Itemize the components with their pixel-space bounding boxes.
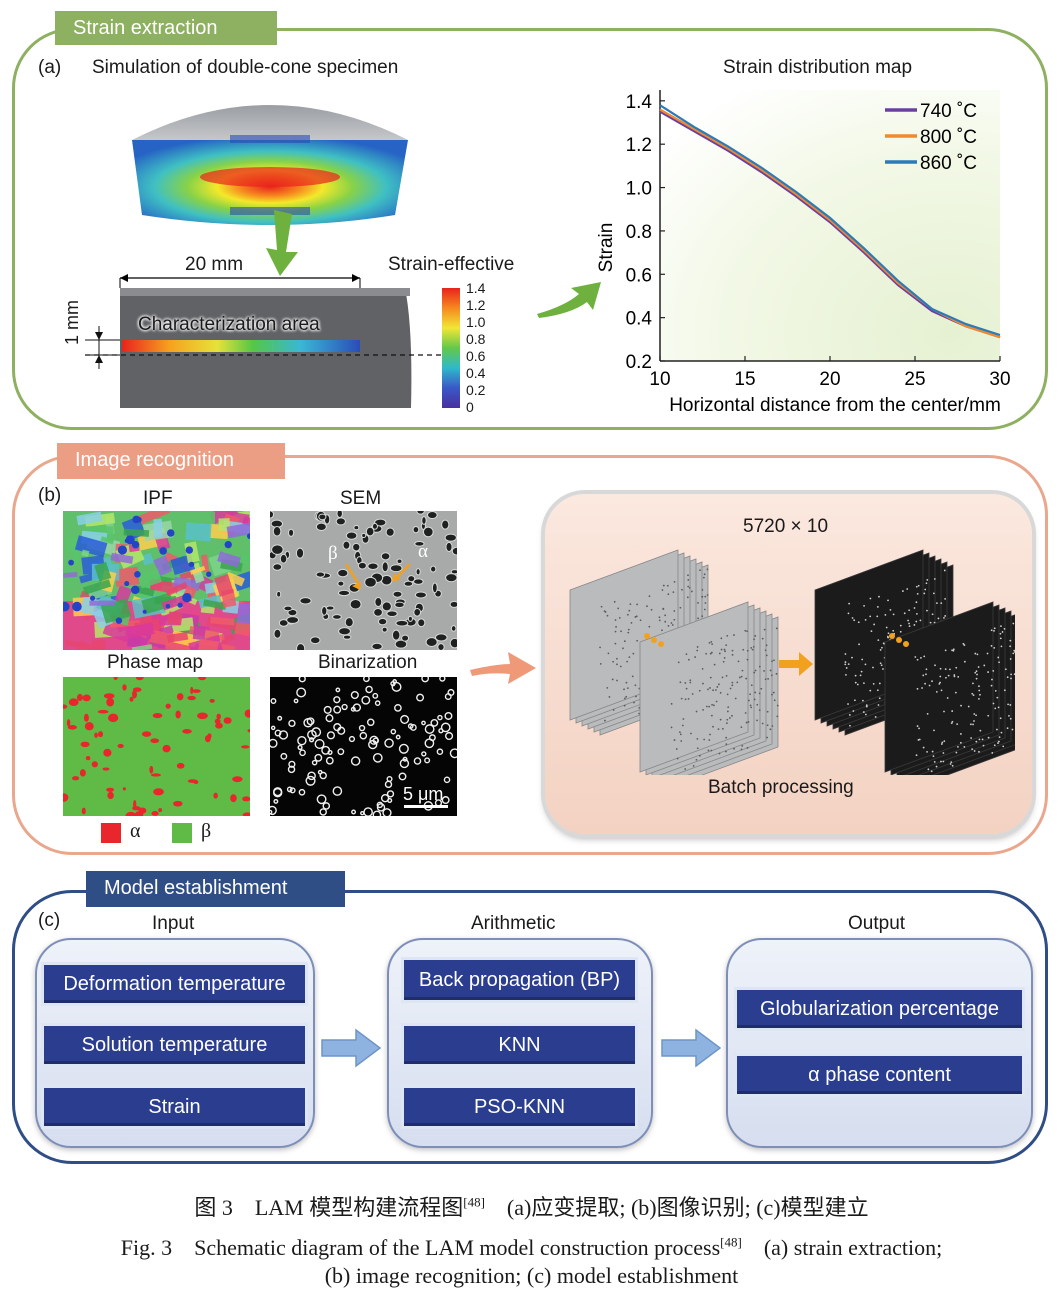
input-title: Input [152, 913, 195, 934]
panel-b-tag: Image recognition [57, 443, 285, 479]
panel-model-establishment [12, 890, 1048, 1164]
batch-arrow-icon [779, 652, 813, 676]
method-knn: KNN [404, 1026, 635, 1064]
panel-a-tag: Strain extraction [55, 11, 277, 45]
characterization-area-label: Characterization area [138, 314, 320, 335]
simulation-title: Simulation of double-cone specimen [92, 57, 399, 78]
y-tick-label: 1.4 [626, 92, 653, 113]
x-tick-label: 10 [649, 369, 670, 390]
binarization-title: Binarization [318, 652, 418, 673]
beta-legend-label: β [201, 820, 212, 842]
y-tick-label: 0.4 [626, 309, 653, 330]
caption-english-parts: (a) strain extraction; [741, 1235, 943, 1260]
y-tick-label: 0.2 [626, 352, 652, 373]
right-arrow-icon [537, 282, 601, 318]
panel-c-letter: (c) [38, 910, 61, 931]
method-pso-knn: PSO-KNN [404, 1088, 635, 1126]
input-strain: Strain [44, 1088, 305, 1126]
caption-english-ref: [48] [720, 1234, 742, 1250]
caption-english: Fig. 3 Schematic diagram of the LAM mode… [0, 1230, 1063, 1262]
phase-map-image [63, 677, 250, 816]
x-axis-label: Horizontal distance from the center/mm [669, 395, 1001, 416]
colorbar-tick-label: 1.2 [466, 297, 486, 313]
batch-stack-illustration [569, 549, 1015, 775]
sem-beta-marker: β [328, 543, 338, 564]
output-globularization-percentage: Globularization percentage [737, 990, 1022, 1028]
caption-chinese: 图 3 LAM 模型构建流程图[48] (a)应变提取; (b)图像识别; (c… [0, 1190, 1063, 1222]
y-axis-label: Strain [596, 223, 617, 273]
ipf-title: IPF [143, 488, 173, 509]
colorbar-ticks: 1.4 1.2 1.0 0.8 0.6 0.4 0.2 0 [466, 280, 506, 416]
y-tick-label: 1.0 [626, 179, 652, 200]
series-line [659, 110, 1001, 339]
alpha-legend-label: α [130, 820, 141, 842]
panel-c-tag: Model establishment [86, 871, 345, 907]
caption-chinese-parts: (a)应变提取; (b)图像识别; (c)模型建立 [484, 1195, 869, 1220]
specimen-cross-section [85, 274, 445, 408]
x-tick-label: 30 [989, 369, 1010, 390]
batch-label: Batch processing [708, 777, 854, 798]
dimension-1mm: 1 mm [62, 300, 82, 345]
colorbar-tick-label: 0.8 [466, 331, 486, 347]
legend-label: 800 ˚C [920, 127, 977, 148]
strain-distribution-chart: 10 15 20 25 30 0.2 0.4 0.6 0.8 1.0 1.2 1.4 Strain Hor… [596, 90, 1011, 416]
method-back-propagation: Back propagation (BP) [404, 960, 635, 1000]
input-deformation-temperature: Deformation temperature [44, 965, 305, 1003]
binarization-image [270, 677, 457, 816]
strain-colorbar [442, 288, 460, 408]
colorbar-tick-label: 0 [466, 399, 474, 415]
panel-image-recognition [12, 455, 1048, 855]
alpha-swatch [101, 823, 121, 843]
colorbar-tick-label: 0.2 [466, 382, 486, 398]
chart-title: Strain distribution map [723, 57, 913, 78]
salmon-arrow-icon [470, 652, 536, 684]
caption-english-text: Fig. 3 Schematic diagram of the LAM mode… [120, 1235, 721, 1260]
panel-a-letter: (a) [38, 57, 62, 78]
flow-arrow-icon [321, 1028, 382, 1068]
dimension-20mm: 20 mm [185, 254, 244, 275]
input-solution-temperature: Solution temperature [44, 1026, 305, 1064]
scale-bar-label: 5 μm [403, 784, 444, 804]
ipf-map-image [63, 511, 250, 650]
scale-bar-line [404, 805, 448, 808]
sem-title: SEM [340, 488, 382, 509]
output-column [726, 938, 1033, 1148]
colorbar-tick-label: 1.4 [466, 280, 486, 296]
colorbar-tick-label: 1.0 [466, 314, 486, 330]
colorbar-tick-label: 0.6 [466, 348, 486, 364]
phase-map-title: Phase map [107, 652, 204, 673]
caption-english-line2: (b) image recognition; (c) model establi… [324, 1263, 739, 1288]
beta-swatch [172, 823, 192, 843]
caption-chinese-text: 图 3 LAM 模型构建流程图 [194, 1195, 464, 1220]
panel-b-letter: (b) [38, 485, 62, 506]
double-cone-specimen-image [132, 105, 408, 225]
sem-image [270, 511, 457, 650]
colorbar-tick-label: 0.4 [466, 365, 486, 381]
x-tick-label: 25 [904, 369, 925, 390]
series-line [659, 104, 1001, 337]
arithmetic-title: Arithmetic [471, 913, 556, 934]
panel-strain-extraction [12, 28, 1048, 430]
flow-arrow-icon [661, 1028, 722, 1068]
legend-label: 740 ˚C [920, 101, 977, 122]
legend-label: 860 ˚C [920, 153, 977, 174]
x-tick-label: 20 [819, 369, 840, 390]
caption-chinese-ref: [48] [463, 1194, 485, 1210]
y-tick-label: 0.6 [626, 265, 652, 286]
strain-effective-title: Strain-effective [388, 254, 515, 275]
output-title: Output [848, 913, 906, 934]
sem-alpha-marker: α [418, 541, 428, 562]
batch-count: 5720 × 10 [743, 516, 829, 537]
output-alpha-phase-content: α phase content [737, 1056, 1022, 1094]
sem-arrows-icon [344, 563, 411, 590]
y-tick-label: 0.8 [626, 222, 652, 243]
y-tick-label: 1.2 [626, 135, 652, 156]
x-tick-label: 15 [734, 369, 755, 390]
down-arrow-icon [266, 210, 298, 276]
